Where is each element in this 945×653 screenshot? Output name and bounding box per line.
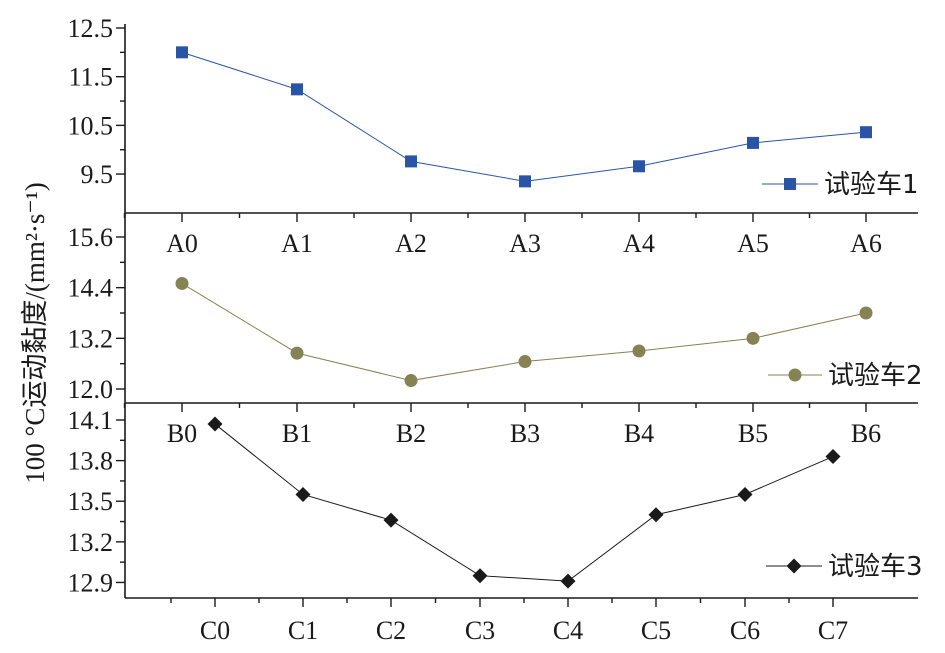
data-point: [632, 344, 646, 358]
data-point: [519, 175, 531, 188]
legend-marker: [786, 558, 802, 574]
legend-label: 试验车2: [828, 361, 923, 391]
data-point: [383, 512, 399, 528]
data-point: [825, 449, 841, 465]
x-tick-label: A4: [623, 229, 655, 258]
y-tick-label: 12.9: [68, 568, 114, 597]
data-point: [405, 155, 417, 168]
y-tick-label: 11.5: [68, 63, 113, 92]
x-tick-label: C3: [465, 616, 495, 645]
y-tick-label: 13.2: [68, 528, 114, 557]
x-tick-label: C7: [818, 616, 848, 645]
x-tick-label: C2: [376, 616, 406, 645]
y-tick-label: 14.1: [68, 406, 114, 435]
x-tick-label: C4: [553, 616, 583, 645]
data-point: [859, 306, 873, 320]
data-point: [291, 83, 303, 96]
data-point: [518, 355, 532, 369]
legend-marker: [784, 178, 796, 190]
data-point: [472, 568, 488, 584]
legend-marker: [788, 368, 802, 382]
data-point: [747, 136, 759, 149]
x-tick-label: B0: [167, 419, 197, 448]
x-tick-label: A5: [737, 229, 769, 258]
x-tick-label: B2: [396, 419, 426, 448]
series-line: [181, 51, 867, 182]
data-point: [737, 486, 753, 502]
y-tick-label: 13.8: [68, 447, 114, 476]
x-tick-label: C0: [200, 616, 230, 645]
data-point: [404, 374, 418, 388]
series-line: [214, 423, 834, 582]
x-tick-label: B1: [282, 419, 312, 448]
x-tick-label: C1: [288, 616, 318, 645]
x-tick-label: A3: [509, 229, 541, 258]
y-tick-label: 14.4: [68, 274, 114, 303]
y-tick-label: 9.5: [81, 160, 114, 189]
data-point: [860, 126, 872, 139]
x-tick-label: A2: [395, 229, 427, 258]
x-tick-label: C6: [730, 616, 760, 645]
x-tick-label: B4: [624, 419, 654, 448]
x-tick-label: A1: [281, 229, 313, 258]
y-axis-label: 100 °C运动黏度/(mm²·s⁻¹): [20, 182, 50, 483]
data-point: [290, 346, 304, 360]
x-tick-label: B3: [510, 419, 540, 448]
x-tick-label: B5: [738, 419, 768, 448]
data-point: [633, 160, 645, 173]
data-point: [207, 416, 223, 432]
y-tick-label: 12.0: [68, 375, 114, 404]
y-tick-label: 13.5: [68, 487, 114, 516]
y-tick-label: 10.5: [68, 111, 114, 140]
data-point: [560, 573, 576, 589]
y-tick-label: 12.5: [68, 14, 114, 43]
data-point: [746, 331, 760, 345]
y-tick-label: 13.2: [68, 324, 114, 353]
y-tick-label: 15.6: [68, 223, 114, 252]
x-tick-label: B6: [851, 419, 881, 448]
data-point: [175, 276, 189, 290]
x-tick-label: A6: [850, 229, 882, 258]
x-tick-label: A0: [166, 229, 198, 258]
x-tick-label: C5: [641, 616, 671, 645]
data-point: [176, 46, 188, 59]
legend-label: 试验车1: [824, 170, 919, 200]
legend-label: 试验车3: [828, 552, 923, 582]
data-point: [295, 486, 311, 502]
data-point: [648, 507, 664, 523]
